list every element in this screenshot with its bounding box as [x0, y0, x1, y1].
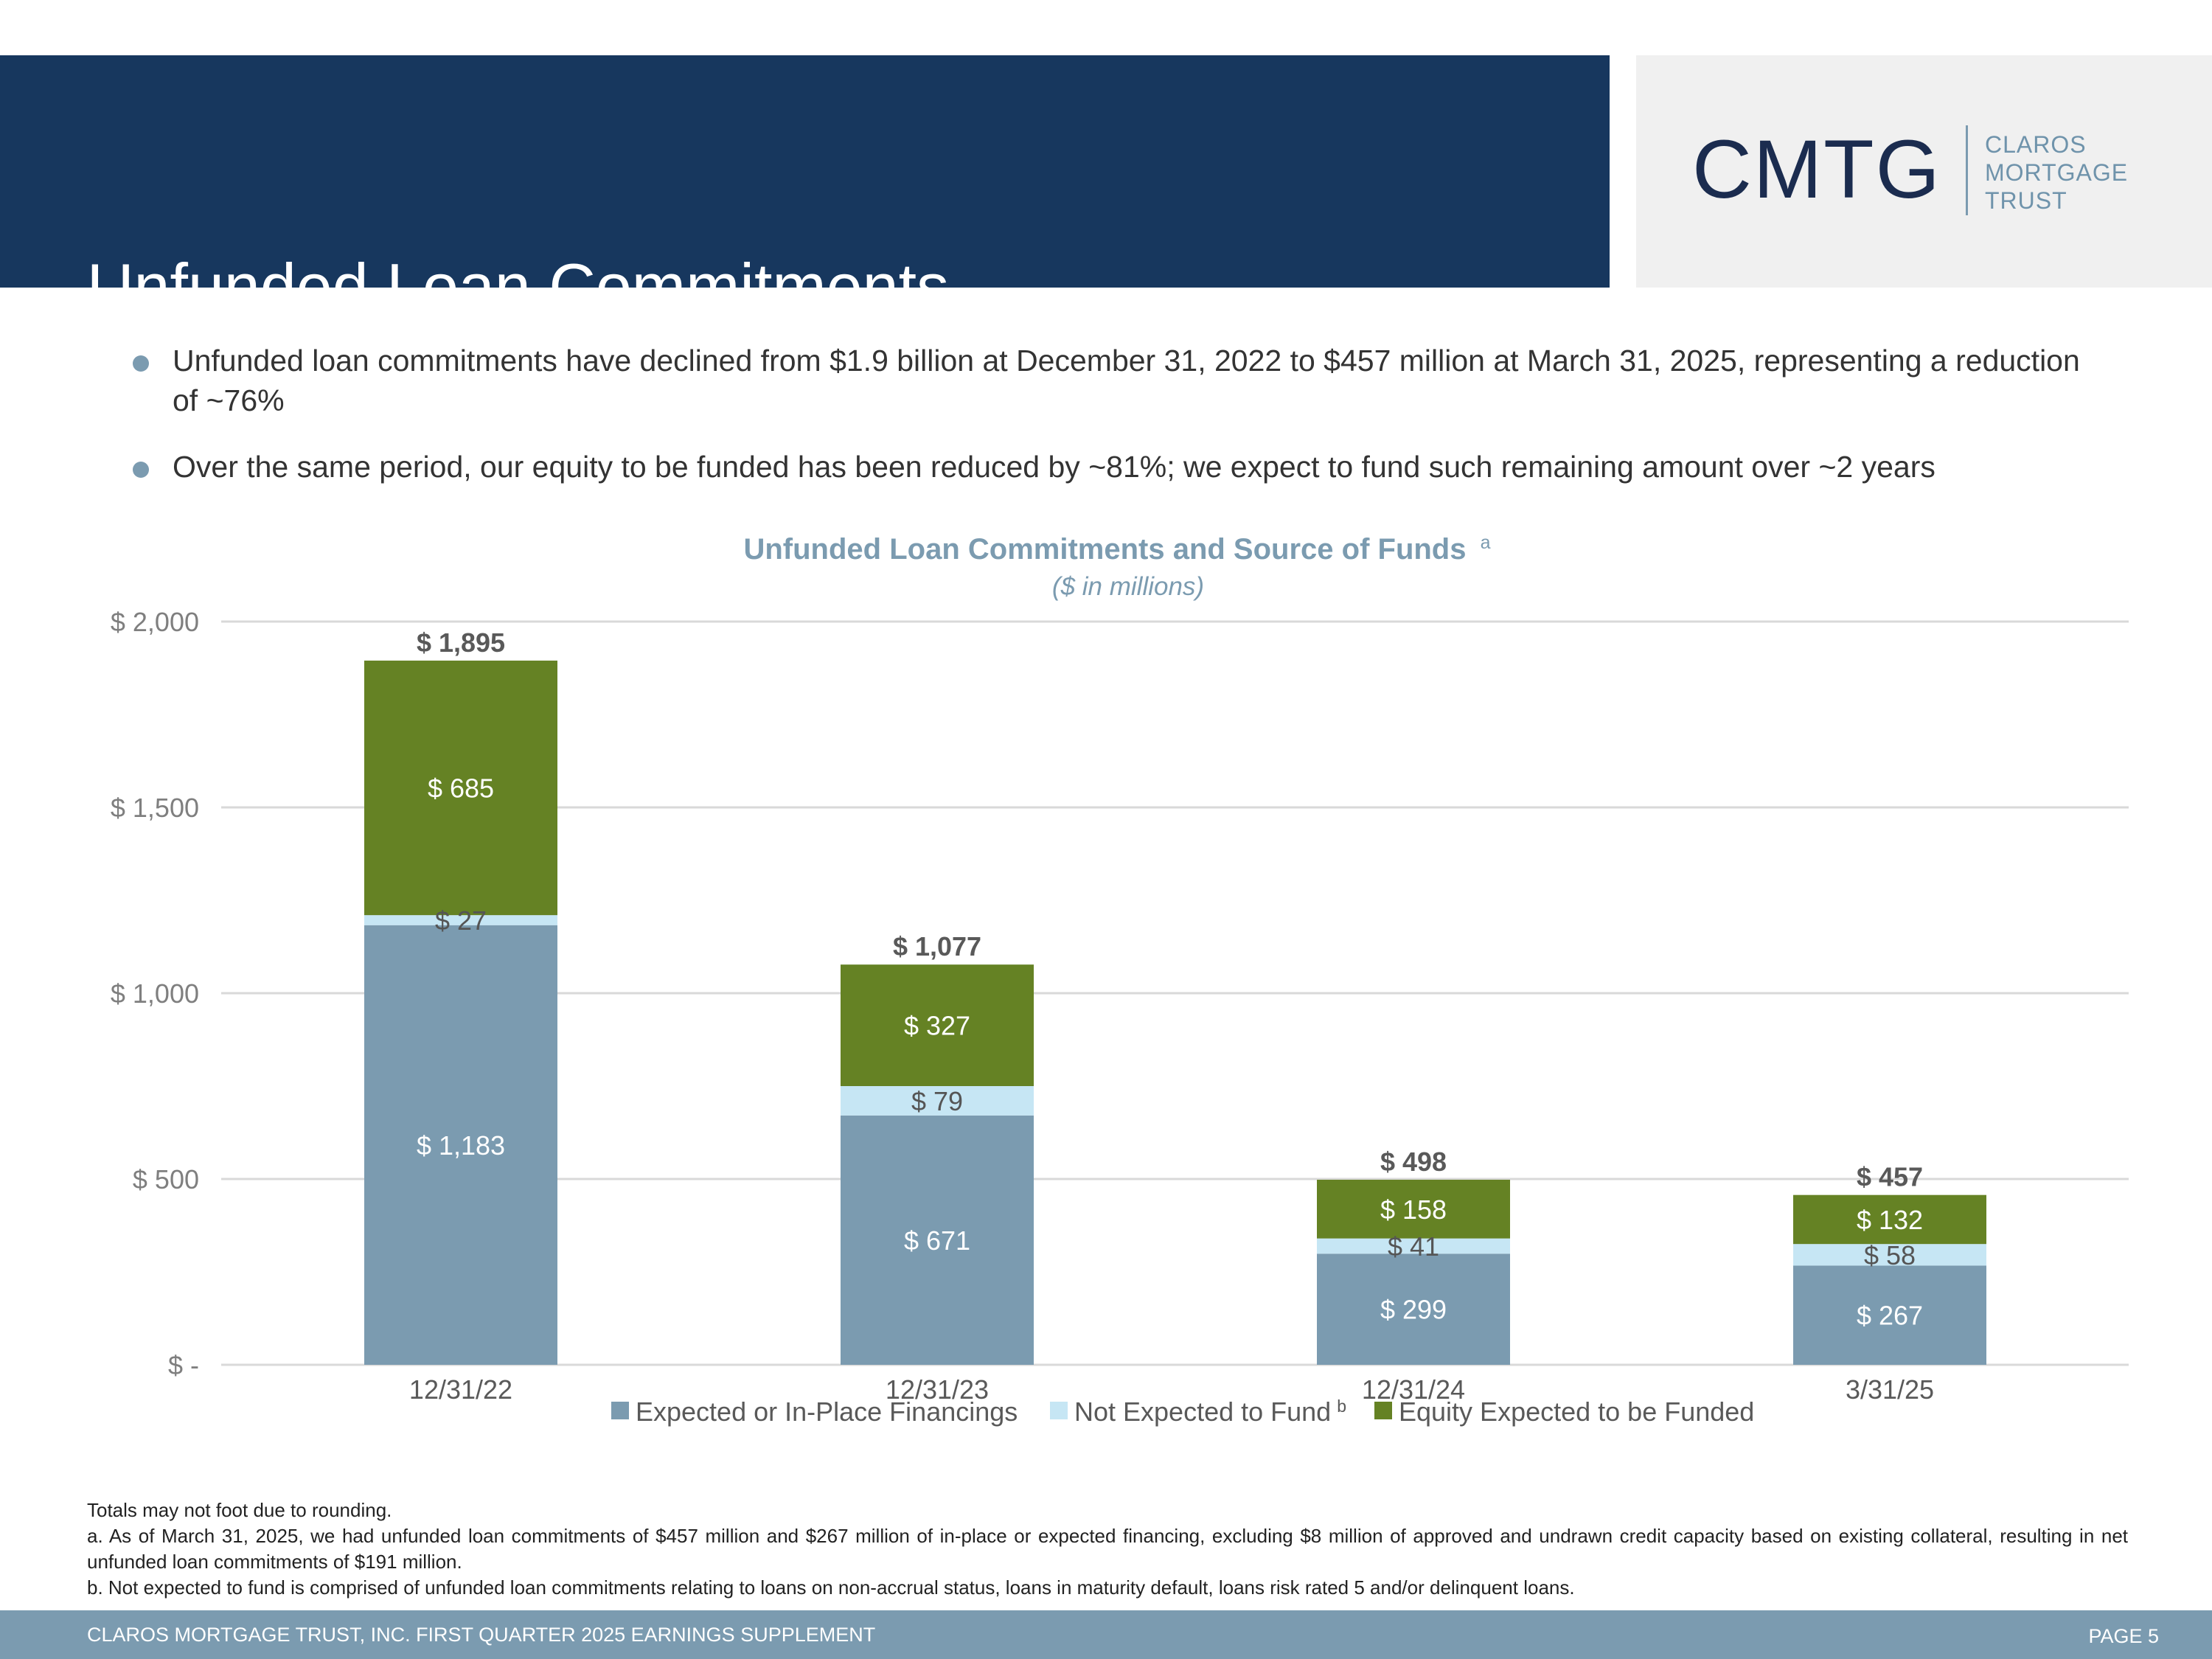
bullet-item: Over the same period, our equity to be f…: [133, 447, 2094, 487]
bar-segment: [364, 915, 557, 925]
bar-segment: [1793, 1244, 1986, 1266]
chart-title: Unfunded Loan Commitments and Source of …: [743, 532, 1490, 566]
segment-label: $ 132: [1857, 1205, 1923, 1235]
bar-segment: [364, 660, 557, 916]
logo-word: MORTGAGE: [1985, 159, 2129, 186]
segment-label: $ 267: [1857, 1301, 1923, 1331]
segment-label: $ 27: [435, 905, 487, 936]
page-title: Unfunded Loan Commitments: [87, 250, 950, 323]
bar-segment: [1317, 1253, 1510, 1365]
logo-word: CLAROS: [1985, 131, 2087, 158]
segment-labels: $ 1,183 $ 27 $ 685 $ 671 $ 79 $ 327 $ 299 $ 41 $…: [417, 773, 1923, 1331]
logo-band: CMTG CLAROS MORTGAGE TRUST: [1636, 55, 2212, 288]
segment-label: $ 327: [904, 1011, 970, 1041]
legend-swatch: [611, 1402, 629, 1419]
x-tick-label: 12/31/24: [1362, 1374, 1465, 1405]
title-band: Unfunded Loan Commitments: [0, 55, 1610, 319]
chart-title-text: Unfunded Loan Commitments and Source of …: [743, 533, 1466, 566]
logo-mark: CMTG: [1692, 123, 1941, 215]
y-tick-label: $ -: [168, 1350, 199, 1380]
x-tick-label: 3/31/25: [1846, 1374, 1934, 1405]
total-label: $ 1,077: [893, 931, 981, 961]
bar-segment: [841, 964, 1034, 1086]
y-tick-label: $ 2,000: [111, 607, 199, 637]
bars: [364, 660, 1986, 1365]
segment-label: $ 671: [904, 1225, 970, 1256]
segment-label: $ 158: [1380, 1194, 1447, 1225]
y-tick-label: $ 1,500: [111, 793, 199, 823]
bar-segment: [364, 925, 557, 1365]
legend-swatch: [1374, 1402, 1392, 1419]
stacked-bar-chart: Unfunded Loan Commitments and Source of …: [111, 532, 2129, 1427]
y-tick-label: $ 500: [133, 1164, 199, 1194]
y-tick-label: $ 1,000: [111, 978, 199, 1009]
footnote: a. As of March 31, 2025, we had unfunded…: [87, 1525, 2128, 1573]
bar-segment: [1793, 1265, 1986, 1365]
bar-segment: [1317, 1238, 1510, 1254]
bar-segment: [1793, 1194, 1986, 1245]
chart-subtitle: ($ in millions): [1052, 572, 1204, 601]
legend: Expected or In-Place Financings Not Expec…: [611, 1397, 1754, 1427]
total-labels: $ 1,895 $ 1,077 $ 498 $ 457: [417, 627, 1923, 1192]
segment-label: $ 299: [1380, 1295, 1447, 1325]
x-tick-label: 12/31/23: [886, 1374, 989, 1405]
bar-segment: [841, 1086, 1034, 1116]
x-tick-label: 12/31/22: [409, 1374, 512, 1405]
total-label: $ 1,895: [417, 627, 505, 658]
footer-bar: CLAROS MORTGAGE TRUST, INC. FIRST QUARTE…: [0, 1610, 2212, 1659]
legend-swatch: [1050, 1402, 1068, 1419]
footnotes: Totals may not foot due to rounding. a. …: [87, 1498, 2128, 1601]
segment-label: $ 79: [911, 1086, 963, 1116]
total-label: $ 457: [1857, 1162, 1923, 1192]
segment-label: $ 1,183: [417, 1130, 505, 1161]
logo-word: TRUST: [1985, 187, 2067, 214]
legend-label: Not Expected to Fund b: [1074, 1397, 1346, 1427]
segment-label: $ 685: [428, 773, 494, 804]
segment-label: $ 41: [1388, 1231, 1439, 1262]
bar-segment: [1317, 1180, 1510, 1239]
total-label: $ 498: [1380, 1147, 1447, 1177]
legend-label: Equity Expected to be Funded: [1399, 1397, 1754, 1427]
logo-divider: [1966, 125, 1968, 215]
bullet-dot-icon: [133, 462, 149, 478]
legend-label: Expected or In-Place Financings: [636, 1397, 1018, 1427]
x-axis-ticks: 12/31/22 12/31/23 12/31/24 3/31/25: [409, 1374, 1934, 1405]
segment-label: $ 58: [1864, 1240, 1916, 1270]
chart-title-superscript: a: [1481, 532, 1491, 553]
y-axis-ticks: $ - $ 500 $ 1,000 $ 1,500 $ 2,000: [111, 607, 199, 1380]
bar-segment: [841, 1115, 1034, 1365]
bullet-list: Unfunded loan commitments have declined …: [133, 341, 2094, 513]
footer-left-text: CLAROS MORTGAGE TRUST, INC. FIRST QUARTE…: [87, 1624, 876, 1646]
logo-words: CLAROS MORTGAGE TRUST: [1985, 131, 2206, 215]
footnote: Totals may not foot due to rounding.: [87, 1499, 392, 1521]
bullet-dot-icon: [133, 355, 149, 372]
page-number: PAGE 5: [2088, 1625, 2159, 1647]
bullet-text: Over the same period, our equity to be f…: [173, 450, 1935, 484]
bullet-text: Unfunded loan commitments have declined …: [173, 344, 2080, 417]
bullet-item: Unfunded loan commitments have declined …: [133, 341, 2094, 420]
footnote: b. Not expected to fund is comprised of …: [87, 1576, 1575, 1599]
